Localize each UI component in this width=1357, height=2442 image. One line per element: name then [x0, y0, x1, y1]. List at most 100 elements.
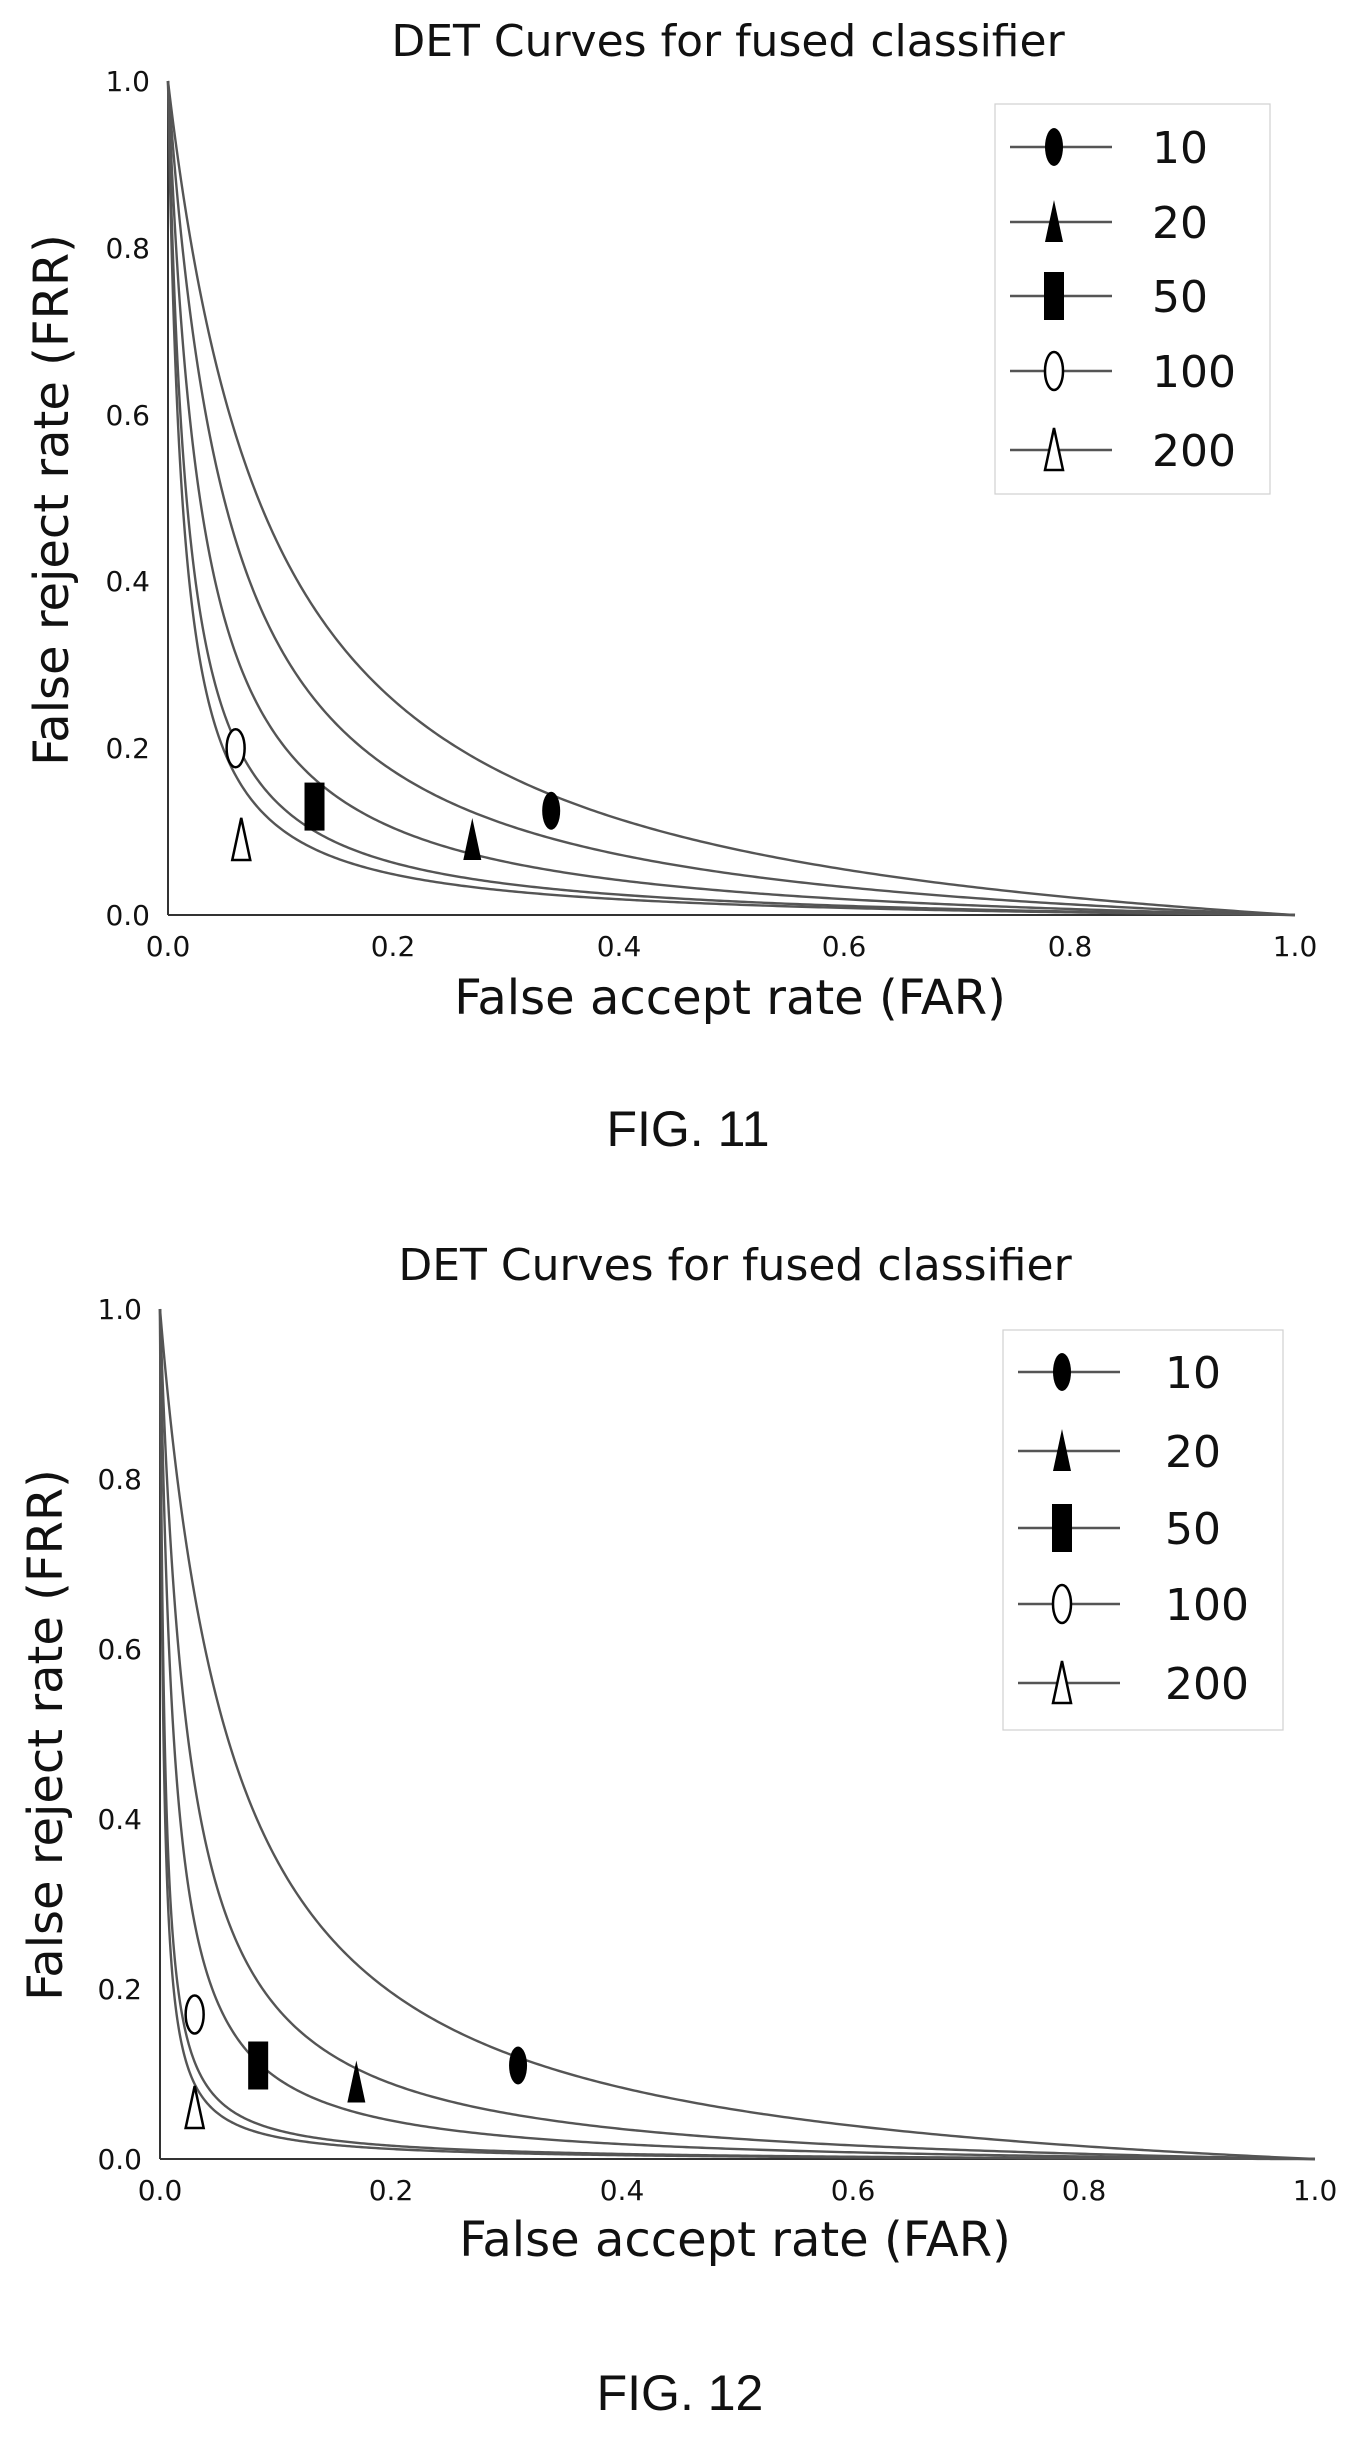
legend-label: 50: [1152, 272, 1208, 323]
det-curve-series-200: [166, 80, 1296, 917]
legend-entry: 50: [1010, 272, 1208, 323]
x-tick-label: 0.6: [822, 930, 867, 963]
legend-label: 10: [1165, 1348, 1221, 1399]
y-tick-label: 0.2: [105, 732, 150, 765]
y-tick-label: 0.4: [97, 1803, 142, 1836]
filled-triangle-marker: [1053, 1429, 1071, 1471]
x-tick-labels: 0.0 0.2 0.4 0.6 0.8 1.0: [138, 2174, 1338, 2207]
filled-triangle-marker: [347, 2060, 366, 2103]
det-curve-series-50: [158, 1308, 1316, 2161]
legend-entry: 100: [1018, 1580, 1249, 1631]
axes: [167, 81, 1295, 916]
y-tick-label: 1.0: [105, 65, 150, 98]
legend-label: 100: [1152, 347, 1236, 398]
legend-label: 50: [1165, 1504, 1221, 1555]
x-tick-label: 1.0: [1273, 930, 1318, 963]
legend-entry: 10: [1018, 1348, 1221, 1399]
legend: 10 20 50 100 200: [1002, 1329, 1284, 1731]
chart-title: DET Curves for fused classifier: [391, 16, 1065, 67]
legend-entry: 200: [1018, 1659, 1249, 1710]
open-ellipse-marker: [184, 1994, 205, 2035]
x-tick-label: 0.2: [369, 2174, 414, 2207]
y-tick-label: 0.2: [97, 1973, 142, 2006]
marker-series-50: [248, 2041, 269, 2090]
det-curve-series-200: [158, 1308, 1316, 2161]
axes: [159, 1309, 1315, 2160]
legend-marker: [1051, 1583, 1073, 1625]
legend-marker: [1044, 272, 1064, 320]
legend: 10 20 50 100 200: [994, 103, 1271, 495]
x-axis-label: False accept rate (FAR): [459, 2212, 1011, 2268]
open-ellipse-marker: [1051, 1583, 1073, 1625]
x-axis-label: False accept rate (FAR): [454, 970, 1006, 1026]
x-tick-label: 0.0: [138, 2174, 183, 2207]
x-tick-label: 0.0: [146, 930, 191, 963]
legend-label: 200: [1165, 1659, 1249, 1710]
det-curve-series-20: [158, 1308, 1316, 2161]
legend-marker: [1045, 200, 1063, 242]
det-chart-fig11: DET Curves for fused classifier 0.0 0.2 …: [24, 16, 1317, 1026]
plot-markers: [184, 1994, 528, 2130]
plot-curves: [158, 1308, 1316, 2161]
open-triangle-marker: [230, 817, 252, 862]
legend-entry: 20: [1018, 1427, 1221, 1478]
marker-series-200: [184, 2085, 206, 2130]
legend-marker: [1043, 350, 1065, 392]
legend-marker: [1053, 1353, 1071, 1391]
filled-square-marker: [304, 782, 325, 831]
open-triangle-marker: [1051, 1660, 1073, 1705]
legend-entry: 10: [1010, 123, 1208, 174]
det-curve-series-10: [166, 80, 1296, 917]
x-tick-label: 0.8: [1062, 2174, 1107, 2207]
legend-frame: [1002, 1329, 1284, 1731]
legend-entry: 50: [1018, 1504, 1221, 1555]
plot-markers: [225, 727, 561, 862]
y-tick-label: 0.6: [105, 399, 150, 432]
y-tick-label: 0.0: [97, 2143, 142, 2176]
figure-caption-fig11: FIG. 11: [606, 1101, 769, 1157]
open-ellipse-marker: [225, 727, 246, 769]
y-axis-label: False reject rate (FRR): [18, 1469, 74, 2001]
legend-entry: 200: [1010, 426, 1236, 477]
filled-triangle-marker: [1045, 200, 1063, 242]
marker-series-50: [304, 782, 325, 831]
filled-triangle-marker: [463, 817, 482, 860]
filled-ellipse-marker: [1053, 1353, 1071, 1391]
legend-label: 20: [1152, 198, 1208, 249]
legend-marker: [1053, 1429, 1071, 1471]
marker-series-100: [184, 1994, 205, 2035]
y-tick-labels: 0.0 0.2 0.4 0.6 0.8 1.0: [105, 65, 150, 932]
marker-series-200: [230, 817, 252, 862]
filled-ellipse-marker: [542, 791, 561, 830]
marker-series-100: [225, 727, 246, 769]
x-tick-label: 0.2: [371, 930, 416, 963]
filled-square-marker: [1052, 1504, 1072, 1552]
x-tick-label: 0.6: [831, 2174, 876, 2207]
chart-title: DET Curves for fused classifier: [398, 1240, 1072, 1291]
y-tick-label: 1.0: [97, 1293, 142, 1326]
legend-entry: 100: [1010, 347, 1236, 398]
filled-ellipse-marker: [1045, 128, 1063, 166]
legend-marker: [1045, 128, 1063, 166]
x-tick-labels: 0.0 0.2 0.4 0.6 0.8 1.0: [146, 930, 1318, 963]
det-curve-series-100: [166, 80, 1296, 917]
det-curve-series-100: [158, 1308, 1316, 2161]
x-tick-label: 1.0: [1293, 2174, 1338, 2207]
det-curve-series-10: [158, 1308, 1316, 2161]
legend-marker: [1051, 1660, 1073, 1705]
y-tick-label: 0.6: [97, 1633, 142, 1666]
legend-entry: 20: [1010, 198, 1208, 249]
legend-frame: [994, 103, 1271, 495]
figure-caption-fig12: FIG. 12: [597, 2365, 764, 2421]
x-tick-label: 0.4: [600, 2174, 645, 2207]
open-ellipse-marker: [1043, 350, 1065, 392]
y-axis-label: False reject rate (FRR): [24, 234, 80, 766]
legend-label: 10: [1152, 123, 1208, 174]
filled-ellipse-marker: [509, 2046, 528, 2085]
open-triangle-marker: [1043, 427, 1065, 472]
marker-series-10: [509, 2046, 528, 2085]
filled-square-marker: [248, 2041, 269, 2090]
legend-marker: [1043, 427, 1065, 472]
legend-label: 20: [1165, 1427, 1221, 1478]
